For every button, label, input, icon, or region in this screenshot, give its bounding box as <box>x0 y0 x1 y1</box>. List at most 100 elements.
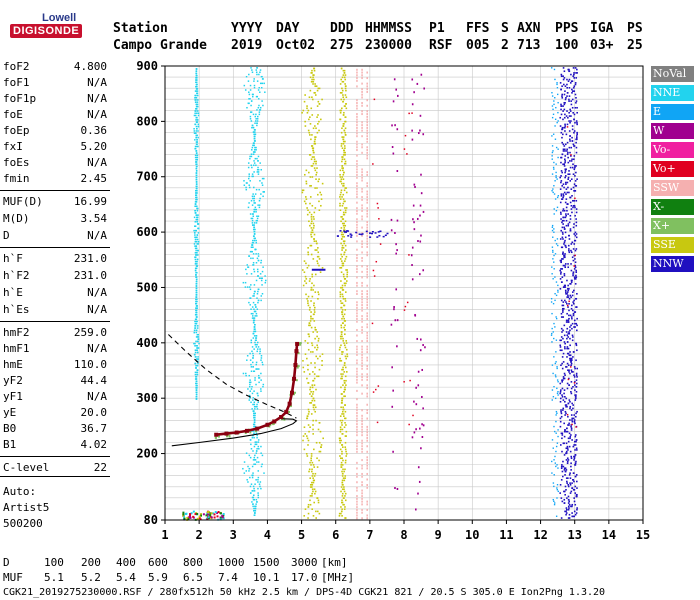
echo-point-nnw <box>563 158 566 161</box>
echo-point-x-plus <box>214 436 217 439</box>
echo-point-nnw <box>564 253 566 255</box>
echo-point-nnw <box>561 198 564 200</box>
echo-point-nnw <box>345 231 348 233</box>
echo-point-nne <box>258 73 260 76</box>
echo-point-ssw <box>361 74 363 77</box>
echo-point-nne <box>251 250 254 253</box>
echo-point-nnw <box>573 444 575 446</box>
echo-point-w <box>420 173 422 176</box>
echo-point-e <box>553 503 556 506</box>
echo-point-nne <box>253 268 255 271</box>
echo-point-nnw <box>565 452 568 455</box>
echo-point-ssw <box>361 495 363 498</box>
echo-point-low <box>206 518 209 521</box>
echo-point-sse <box>345 280 348 282</box>
echo-point-sse <box>305 453 308 455</box>
echo-point-nnw <box>566 482 568 484</box>
echo-point-vo-plus <box>409 379 411 382</box>
echo-point-nne <box>195 125 198 128</box>
echo-point-vo-plus <box>371 322 374 325</box>
echo-point-sse <box>312 424 314 426</box>
echo-point-low <box>216 515 219 518</box>
echo-point-nnw <box>562 223 564 225</box>
echo-point-nnw <box>567 364 570 367</box>
echo-point-sse <box>340 359 343 362</box>
echo-point-nnw <box>561 128 564 131</box>
echo-point-nne <box>252 312 254 315</box>
echo-point-e <box>552 133 555 135</box>
echo-point-ssw <box>366 126 368 129</box>
echo-point-nne <box>256 168 259 171</box>
echo-point-sse <box>342 224 345 227</box>
echo-point-nne <box>195 99 197 101</box>
echo-point-w <box>395 243 397 246</box>
echo-point-nne <box>254 459 257 461</box>
echo-point-ssw <box>366 298 368 301</box>
echo-point-vo-plus <box>373 275 376 277</box>
echo-point-sse <box>340 510 343 513</box>
echo-point-nnw <box>569 108 571 111</box>
echo-point-nnw <box>571 515 574 518</box>
echo-point-sse <box>312 515 315 517</box>
echo-point-nne <box>256 268 259 271</box>
echo-point-nnw <box>571 166 574 169</box>
echo-point-sse <box>312 80 315 83</box>
echo-point-sse <box>344 291 347 293</box>
echo-point-nne <box>253 160 255 162</box>
echo-point-nne <box>257 461 260 463</box>
echo-point-sse <box>313 377 316 380</box>
echo-point-nnw <box>575 440 577 443</box>
echo-point-sse <box>312 379 314 382</box>
echo-point-nnw <box>559 425 562 428</box>
echo-point-e <box>551 190 553 192</box>
echo-point-ssw <box>356 160 358 163</box>
echo-point-e <box>552 447 554 449</box>
echo-point-nne <box>195 114 197 117</box>
echo-point-nnw <box>569 477 572 479</box>
echo-point-nnw <box>574 206 576 209</box>
echo-point-nne <box>254 419 256 421</box>
echo-point-nne <box>245 452 248 454</box>
echo-point-nnw <box>574 322 576 325</box>
echo-point-w <box>396 170 399 173</box>
echo-point-nnw <box>570 457 573 460</box>
echo-point-nnw <box>574 93 577 96</box>
echo-point-sse <box>342 185 345 187</box>
echo-point-nne <box>196 103 198 106</box>
param-row: foEs N/A <box>3 156 107 171</box>
echo-point-sse <box>311 386 314 389</box>
echo-point-ssw <box>361 124 363 127</box>
echo-point-nnw <box>564 216 567 219</box>
echo-point-low <box>221 514 224 517</box>
echo-point-sse <box>345 269 347 271</box>
echo-point-nne <box>260 372 262 375</box>
echo-point-ssw <box>361 409 363 412</box>
echo-point-sse <box>344 435 347 437</box>
echo-point-nnw <box>561 85 563 87</box>
echo-point-nne <box>248 202 250 204</box>
echo-point-sse <box>307 295 310 298</box>
echo-point-nne <box>255 383 257 386</box>
echo-point-ssw <box>361 265 363 268</box>
echo-point-nnw <box>566 312 568 315</box>
echo-point-sse <box>311 147 314 149</box>
echo-point-e <box>555 339 558 341</box>
echo-point-ssw <box>366 464 368 467</box>
echo-point-sse <box>342 154 345 156</box>
echo-point-sse <box>338 348 341 351</box>
echo-point-sse <box>345 85 347 87</box>
echo-point-vo-plus <box>570 154 572 156</box>
echo-point-ssw <box>366 459 368 462</box>
echo-point-ssw <box>361 481 363 484</box>
echo-point-nnw <box>572 407 574 410</box>
echo-point-nnw <box>563 389 566 391</box>
echo-point-w <box>417 370 420 373</box>
echo-point-nnw <box>564 264 566 267</box>
echo-point-nne <box>196 320 198 323</box>
echo-point-vo-plus <box>412 414 414 417</box>
echo-point-nne <box>253 308 255 311</box>
echo-point-nne <box>262 266 264 268</box>
echo-point-ssw <box>356 351 358 354</box>
echo-point-nne <box>261 82 264 85</box>
